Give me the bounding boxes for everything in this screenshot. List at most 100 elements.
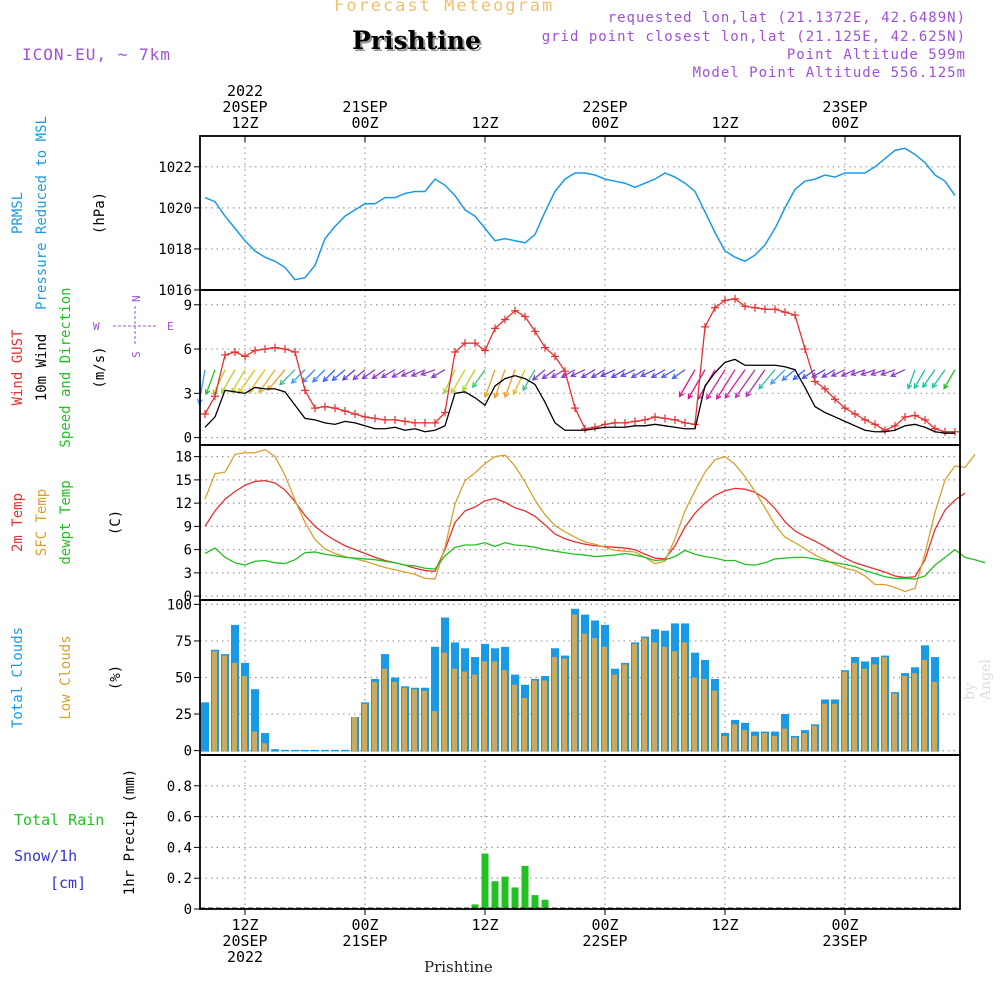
compass-north: N xyxy=(130,295,143,302)
wind-arrow-head xyxy=(430,372,437,378)
gust-marker xyxy=(901,412,909,421)
gust-marker xyxy=(361,412,369,421)
y-tick-label: 9 xyxy=(184,298,192,314)
y-axis-label: Wind GUST xyxy=(10,329,26,405)
wind-arrow-head xyxy=(610,372,617,378)
bar-rain xyxy=(531,895,539,909)
gust-marker xyxy=(661,414,669,423)
y-axis-label: (m/s) xyxy=(92,346,108,388)
wind-arrow xyxy=(238,369,256,394)
wind-arrow-head xyxy=(758,383,764,390)
wind-arrow-head xyxy=(889,371,897,378)
gust-marker xyxy=(591,423,599,432)
bar-low-clouds xyxy=(482,661,487,752)
gust-marker xyxy=(741,302,749,311)
wind-arrow xyxy=(322,369,336,382)
wind-arrow xyxy=(822,369,836,378)
gust-marker xyxy=(201,410,209,418)
bar-low-clouds xyxy=(842,671,847,752)
bar-low-clouds xyxy=(642,638,647,752)
bar-low-clouds xyxy=(402,687,407,752)
bar-low-clouds xyxy=(462,671,467,752)
bar-low-clouds xyxy=(242,676,247,752)
wind-arrow xyxy=(372,369,386,379)
y-tick-label: 25 xyxy=(175,707,192,723)
wind-arrow xyxy=(792,369,806,380)
y-tick-label: 75 xyxy=(175,634,192,650)
bar-total-clouds xyxy=(261,733,269,752)
bar-low-clouds xyxy=(492,661,497,752)
wind-arrow-head xyxy=(745,391,752,398)
y-tick-label: 6 xyxy=(184,543,192,559)
gust-marker xyxy=(921,415,929,424)
bar-low-clouds xyxy=(552,657,557,752)
grid-point-coordinates: grid point closest lon,lat (21.125E, 42.… xyxy=(541,29,966,45)
gust-marker xyxy=(421,418,429,427)
wind-arrow xyxy=(532,369,546,381)
gust-marker xyxy=(841,404,849,413)
bar-low-clouds xyxy=(822,703,827,752)
bar-low-clouds xyxy=(712,690,717,752)
series-line-10m-wind xyxy=(204,358,955,434)
legend-total-rain: Total Rain xyxy=(14,811,104,829)
gust-marker xyxy=(461,339,469,348)
wind-arrow xyxy=(706,369,726,400)
wind-arrow-head xyxy=(860,370,867,377)
time-label-bottom: 22SEP xyxy=(582,932,627,950)
bar-total-clouds xyxy=(201,702,209,752)
product-title: Forecast Meteogram xyxy=(334,0,555,16)
gust-marker xyxy=(411,418,419,427)
wind-arrow xyxy=(362,369,376,379)
wind-arrow xyxy=(782,369,796,381)
y-axis-label: Low Clouds xyxy=(58,635,74,719)
bar-low-clouds xyxy=(722,735,727,752)
time-label-bottom: 12Z xyxy=(471,916,498,934)
bar-low-clouds xyxy=(422,690,427,752)
wind-arrow xyxy=(462,369,476,391)
wind-arrow-head xyxy=(880,370,887,377)
wind-arrow xyxy=(931,369,946,388)
gust-marker xyxy=(521,312,529,321)
wind-arrow xyxy=(451,369,466,394)
bar-low-clouds xyxy=(852,662,857,752)
bar-rain xyxy=(521,865,529,909)
bar-low-clouds xyxy=(882,657,887,752)
compass-rose: N S W E xyxy=(93,295,174,358)
y-tick-label: 0 xyxy=(184,902,192,918)
y-tick-label: 1022 xyxy=(158,160,192,176)
wind-arrow-head xyxy=(830,371,837,377)
wind-arrow-head xyxy=(341,374,348,381)
wind-arrow-head xyxy=(550,372,557,378)
gust-marker xyxy=(761,305,769,314)
wind-arrow xyxy=(494,369,506,398)
gust-marker xyxy=(291,348,299,356)
y-axis-label: (C) xyxy=(108,510,124,535)
wind-arrow-head xyxy=(380,372,387,378)
wind-arrow-head xyxy=(706,393,712,401)
gust-marker xyxy=(811,377,819,386)
wind-arrow xyxy=(411,369,426,377)
model-label: ICON-EU, ~ 7km xyxy=(22,45,171,64)
bar-low-clouds xyxy=(672,651,677,752)
wind-arrow xyxy=(735,369,756,398)
wind-arrow xyxy=(679,369,696,397)
wind-arrow-head xyxy=(619,371,627,378)
bar-low-clouds xyxy=(222,655,227,752)
y-tick-label: 6 xyxy=(184,342,192,358)
gust-marker xyxy=(681,418,689,427)
gust-marker xyxy=(881,426,889,435)
y-tick-label: 12 xyxy=(175,496,192,512)
wind-arrow-head xyxy=(279,379,285,386)
panel-frame xyxy=(199,444,961,601)
model-point-altitude: Model Point Altitude 556.125m xyxy=(692,65,966,81)
bar-low-clouds xyxy=(562,658,567,752)
wind-arrow-head xyxy=(943,383,949,390)
bar-low-clouds xyxy=(772,735,777,752)
bar-low-clouds xyxy=(622,664,627,752)
bar-low-clouds xyxy=(452,668,457,752)
wind-arrow xyxy=(812,369,826,378)
wind-arrow-head xyxy=(410,371,417,377)
wind-arrow-head xyxy=(352,374,359,381)
bar-low-clouds xyxy=(682,642,687,752)
wind-arrow xyxy=(913,369,926,389)
